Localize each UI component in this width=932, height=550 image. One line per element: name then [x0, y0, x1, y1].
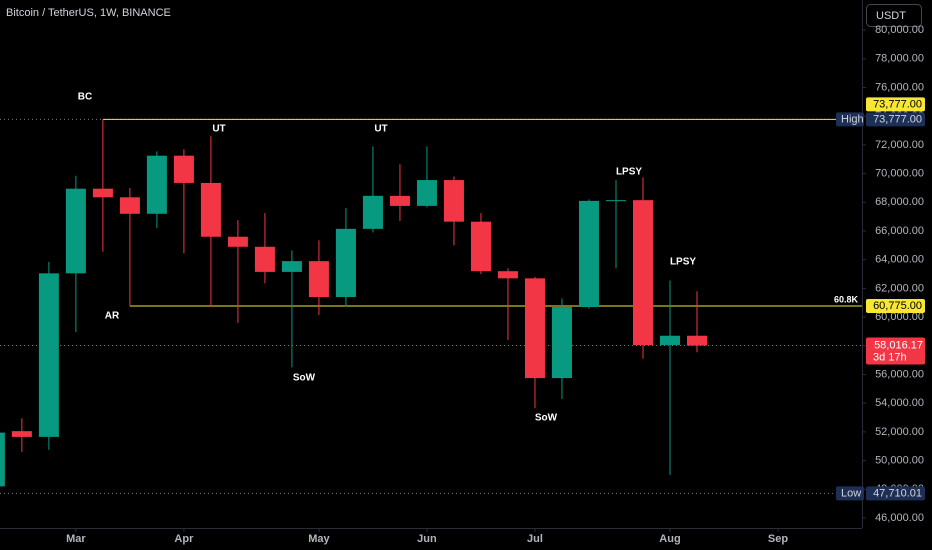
candle-body	[0, 432, 5, 487]
candle-body	[524, 278, 545, 379]
range-short-label: 60.8K	[834, 294, 859, 304]
candle-body	[254, 246, 275, 272]
annotation: LPSY	[616, 167, 642, 178]
y-tick-label: 76,000.00	[875, 81, 924, 93]
y-tick-label: 62,000.00	[875, 282, 924, 294]
y-tick-label: 72,000.00	[875, 139, 924, 151]
candle-body	[551, 307, 572, 379]
annotation: AR	[105, 311, 120, 322]
candle-body	[443, 180, 464, 222]
candle-body	[497, 271, 518, 279]
y-tick-label: 78,000.00	[875, 53, 924, 65]
annotation: SoW	[293, 373, 316, 384]
range-label: 73,777.00	[873, 98, 922, 110]
candle-body	[119, 197, 140, 214]
candle-body	[335, 228, 356, 297]
candle-body	[227, 236, 248, 247]
y-tick-label: 80,000.00	[875, 24, 924, 36]
y-tick-label: 70,000.00	[875, 168, 924, 180]
extreme-name-box	[836, 112, 864, 127]
annotation: UT	[212, 124, 225, 135]
y-tick-label: 46,000.00	[875, 512, 924, 524]
candle-body	[470, 221, 491, 272]
x-tick-label: Sep	[768, 533, 788, 545]
annotation: BC	[78, 92, 92, 103]
last-price-label: 58,016.17	[874, 339, 923, 351]
candle-body	[632, 200, 653, 346]
annotation: LPSY	[670, 257, 696, 268]
extreme-name-box	[836, 486, 864, 501]
extreme-label: 47,710.01	[873, 487, 922, 499]
extreme-name: Low	[841, 487, 861, 499]
candle-body	[362, 195, 383, 229]
y-tick-label: 52,000.00	[875, 426, 924, 438]
currency[interactable]: USDT	[876, 10, 906, 22]
y-tick-label: 54,000.00	[875, 397, 924, 409]
y-tick-label: 56,000.00	[875, 368, 924, 380]
candle-body	[416, 180, 437, 206]
x-tick-label: May	[308, 533, 330, 545]
x-tick-label: Jun	[417, 533, 437, 545]
candle-body	[659, 335, 680, 346]
annotation: UT	[374, 124, 387, 135]
x-tick-label: Mar	[66, 533, 86, 545]
candle-body	[11, 431, 32, 437]
candle-body	[38, 273, 59, 437]
candle-body	[65, 188, 86, 274]
candle-body	[578, 200, 599, 308]
candle-body	[92, 188, 113, 198]
y-tick-label: 60,000.00	[875, 311, 924, 323]
y-tick-label: 50,000.00	[875, 454, 924, 466]
candle-body	[686, 335, 707, 346]
range-label-box	[866, 97, 925, 112]
extreme-label: 73,777.00	[873, 113, 922, 125]
candle-body	[389, 195, 410, 206]
candle-body	[146, 155, 167, 214]
candle-body	[308, 261, 329, 297]
range-label: 60,775.00	[873, 300, 922, 312]
candle-body	[281, 261, 302, 272]
range-label-box	[866, 298, 925, 313]
last-price-box	[866, 337, 925, 365]
x-tick-label: Jul	[527, 533, 543, 545]
annotation: SoW	[535, 413, 558, 424]
currency-box[interactable]	[866, 4, 922, 27]
extreme-label-box	[866, 112, 925, 127]
candle-body	[173, 155, 194, 183]
x-tick-label: Apr	[174, 533, 194, 545]
x-tick-label: Aug	[659, 533, 680, 545]
countdown: 3d 17h	[873, 351, 907, 363]
y-tick-label: 68,000.00	[875, 196, 924, 208]
extreme-name: High	[841, 113, 864, 125]
chart-title: Bitcoin / TetherUS, 1W, BINANCE	[6, 7, 171, 19]
y-tick-label: 64,000.00	[875, 254, 924, 266]
candle-body	[605, 200, 626, 202]
extreme-label-box	[866, 486, 925, 501]
y-tick-label: 66,000.00	[875, 225, 924, 237]
candle-body	[200, 182, 221, 237]
